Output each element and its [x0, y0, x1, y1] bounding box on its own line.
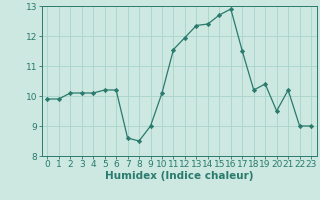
- X-axis label: Humidex (Indice chaleur): Humidex (Indice chaleur): [105, 171, 253, 181]
